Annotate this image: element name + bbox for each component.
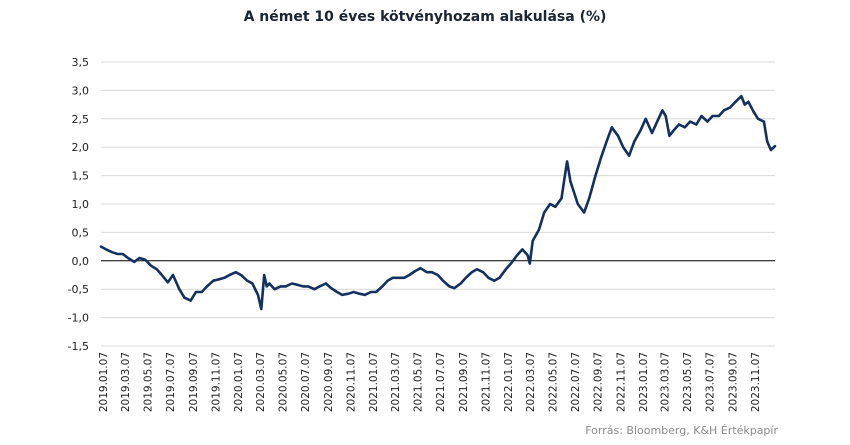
y-tick-label: 1,5 [72, 170, 90, 183]
x-tick-label: 2020.07.07 [300, 352, 312, 412]
x-tick-label: 2019.11.07 [210, 352, 222, 412]
x-axis-ticks: 2019.01.07 2019.03.07 2019.05.07 2019.07.07… [98, 352, 762, 412]
x-tick-label: 2023.11.07 [750, 352, 762, 412]
x-tick-label: 2023.09.07 [728, 352, 740, 412]
x-tick-label: 2022.09.07 [593, 352, 605, 412]
y-tick-label: 1,0 [72, 198, 90, 211]
x-tick-label: 2019.07.07 [165, 352, 177, 412]
y-tick-label: -1,5 [68, 340, 89, 353]
y-tick-label: -0,5 [68, 283, 89, 296]
chart-title: A német 10 éves kötvényhozam alakulása (… [243, 9, 607, 25]
x-tick-label: 2019.03.07 [120, 352, 132, 412]
x-tick-label: 2022.07.07 [570, 352, 582, 412]
x-tick-label: 2020.05.07 [278, 352, 290, 412]
x-tick-label: 2022.11.07 [615, 352, 627, 412]
y-tick-label: -1,0 [68, 312, 89, 325]
x-tick-label: 2020.01.07 [233, 352, 245, 412]
x-tick-label: 2022.03.07 [525, 352, 537, 412]
gridlines [101, 61, 775, 347]
x-tick-label: 2021.07.07 [435, 352, 447, 412]
y-tick-label: 2,5 [72, 113, 90, 126]
x-tick-label: 2019.05.07 [143, 352, 155, 412]
x-tick-label: 2022.01.07 [503, 352, 515, 412]
y-axis-ticks: 3,5 3,0 2,5 2,0 1,5 1,0 0,5 0,0 -0,5 -1,0 -1,5 [68, 56, 89, 353]
y-tick-label: 0,0 [72, 255, 90, 268]
source-note: Forrás: Bloomberg, K&H Értékpapír [585, 424, 778, 437]
x-tick-label: 2020.11.07 [346, 352, 358, 412]
x-tick-label: 2020.03.07 [255, 352, 267, 412]
x-tick-label: 2023.01.07 [638, 352, 650, 412]
y-tick-label: 2,0 [72, 141, 90, 154]
x-tick-label: 2021.05.07 [413, 352, 425, 412]
x-tick-label: 2023.05.07 [682, 352, 694, 412]
y-tick-label: 3,0 [72, 84, 90, 97]
x-tick-label: 2021.11.07 [480, 352, 492, 412]
x-tick-label: 2019.01.07 [98, 352, 110, 412]
x-tick-label: 2021.09.07 [458, 352, 470, 412]
y-tick-label: 0,5 [72, 226, 90, 239]
x-tick-label: 2019.09.07 [188, 352, 200, 412]
x-tick-label: 2023.07.07 [705, 352, 717, 412]
x-tick-label: 2020.09.07 [323, 352, 335, 412]
y-tick-label: 3,5 [72, 56, 90, 69]
series-line-yield [99, 94, 777, 311]
x-tick-label: 2023.03.07 [660, 352, 672, 412]
x-tick-label: 2021.03.07 [390, 352, 402, 412]
x-tick-label: 2022.05.07 [547, 352, 559, 412]
x-tick-label: 2021.01.07 [368, 352, 380, 412]
